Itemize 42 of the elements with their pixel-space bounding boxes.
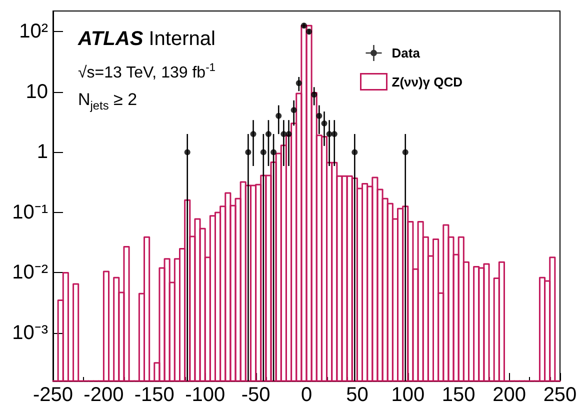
- point: [306, 28, 312, 35]
- point: [280, 131, 287, 138]
- x-tick-label: -100: [185, 384, 226, 406]
- point: [326, 131, 332, 138]
- x-tick-label: 200: [492, 384, 526, 406]
- point: [276, 112, 282, 119]
- y-tick-label: 10⁻¹: [12, 201, 48, 224]
- annotation: ATLAS Internal: [78, 28, 216, 51]
- x-tick-label: -250: [32, 384, 74, 406]
- x-tick-label: 150: [442, 384, 476, 406]
- point: [260, 149, 266, 156]
- annotation: √s=13 TeV, 139 fb$^{-1}$: [78, 62, 216, 82]
- point: [245, 149, 252, 156]
- x-tick-label: 50: [346, 384, 368, 406]
- point: [402, 149, 408, 156]
- legend-label: Z(νν)γ QCD: [392, 74, 463, 90]
- point: [290, 107, 297, 114]
- y-tick-label: 10²: [19, 20, 48, 43]
- x-tick-label: 250: [543, 384, 577, 406]
- point: [250, 131, 256, 138]
- x-tick-label: -200: [84, 384, 124, 406]
- point: [270, 149, 277, 156]
- legend-label: Data: [392, 46, 421, 60]
- point: [184, 149, 190, 156]
- x-tick-label: 0: [300, 384, 312, 406]
- annotation: N$_{jets}$ ≥ 2: [78, 90, 138, 112]
- y-tick-label: 10⁻³: [12, 322, 48, 344]
- point: [311, 92, 318, 98]
- y-tick-label: 1: [36, 141, 48, 164]
- point: [331, 131, 338, 138]
- x-tick-label: -150: [134, 384, 174, 406]
- point: [316, 112, 322, 119]
- point: [300, 22, 307, 29]
- x-tick-label: -50: [241, 384, 270, 406]
- y-tick-label: 10: [26, 80, 48, 103]
- point: [352, 149, 358, 156]
- x-tick-label: 100: [391, 384, 425, 406]
- point: [321, 120, 328, 126]
- point: [296, 80, 302, 86]
- point: [265, 131, 272, 138]
- y-tick-label: 10⁻²: [12, 262, 48, 284]
- point: [286, 131, 292, 138]
